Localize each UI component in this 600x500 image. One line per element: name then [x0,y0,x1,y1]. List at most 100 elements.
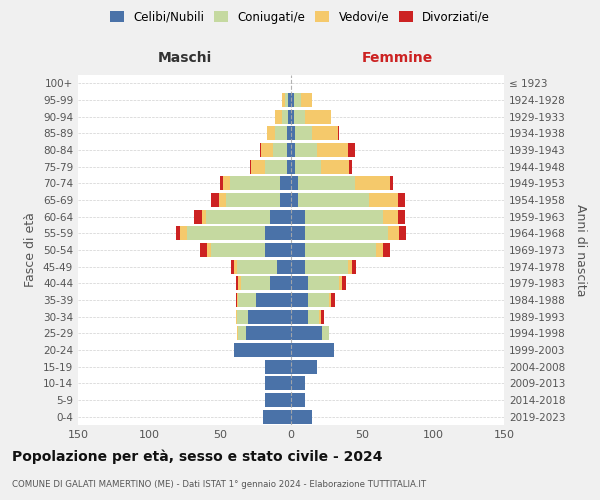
Bar [291,143,295,157]
Bar [376,243,383,257]
Bar [238,276,241,290]
Bar [291,376,305,390]
Bar [236,310,237,324]
Bar [250,160,251,174]
Bar [339,276,342,290]
Bar [291,410,313,424]
Bar [291,293,308,307]
Bar [291,243,305,257]
Bar [261,143,272,157]
Text: Femmine: Femmine [362,51,433,65]
Bar [232,260,234,274]
Bar [399,226,406,240]
Bar [322,326,329,340]
Bar [291,160,295,174]
Bar [238,293,256,307]
Bar [295,126,313,140]
Bar [291,93,294,107]
Bar [352,260,356,274]
Bar [305,210,383,224]
Bar [275,126,287,140]
Bar [319,310,321,324]
Bar [236,276,238,290]
Bar [305,260,348,274]
Bar [202,210,206,224]
Bar [398,193,404,207]
Bar [317,143,348,157]
Bar [265,226,291,240]
Bar [248,310,291,324]
Bar [223,176,230,190]
Bar [291,360,317,374]
Bar [313,126,338,140]
Bar [234,260,237,274]
Y-axis label: Anni di nascita: Anni di nascita [574,204,587,296]
Bar [270,276,291,290]
Bar [237,310,248,324]
Bar [280,193,291,207]
Bar [308,310,319,324]
Bar [294,93,301,107]
Bar [329,293,331,307]
Bar [180,226,187,240]
Bar [398,210,404,224]
Bar [265,243,291,257]
Text: Maschi: Maschi [157,51,212,65]
Bar [237,260,277,274]
Bar [391,176,393,190]
Bar [277,260,291,274]
Bar [308,276,339,290]
Bar [267,126,275,140]
Bar [287,160,291,174]
Bar [291,393,305,407]
Bar [291,226,305,240]
Bar [288,110,291,124]
Bar [291,176,298,190]
Y-axis label: Fasce di età: Fasce di età [25,212,37,288]
Bar [211,193,218,207]
Bar [287,126,291,140]
Bar [176,226,180,240]
Text: Popolazione per età, sesso e stato civile - 2024: Popolazione per età, sesso e stato civil… [12,450,383,464]
Bar [263,410,291,424]
Bar [218,193,226,207]
Bar [348,143,355,157]
Bar [288,93,291,107]
Bar [388,226,399,240]
Bar [291,126,295,140]
Bar [275,110,283,124]
Bar [342,276,346,290]
Bar [237,293,238,307]
Bar [383,210,398,224]
Bar [291,276,308,290]
Bar [207,243,211,257]
Bar [238,326,245,340]
Bar [291,310,308,324]
Bar [349,160,352,174]
Bar [283,110,288,124]
Bar [308,293,329,307]
Bar [295,160,321,174]
Bar [338,126,339,140]
Bar [301,93,313,107]
Bar [230,176,280,190]
Bar [286,93,288,107]
Bar [355,176,391,190]
Bar [265,160,287,174]
Bar [245,326,291,340]
Bar [187,226,265,240]
Bar [291,210,305,224]
Bar [226,193,280,207]
Bar [369,193,398,207]
Bar [348,260,352,274]
Bar [383,243,391,257]
Bar [331,293,335,307]
Bar [280,176,291,190]
Bar [237,326,238,340]
Bar [265,360,291,374]
Bar [305,243,376,257]
Bar [251,160,265,174]
Bar [298,193,369,207]
Bar [256,293,291,307]
Bar [265,393,291,407]
